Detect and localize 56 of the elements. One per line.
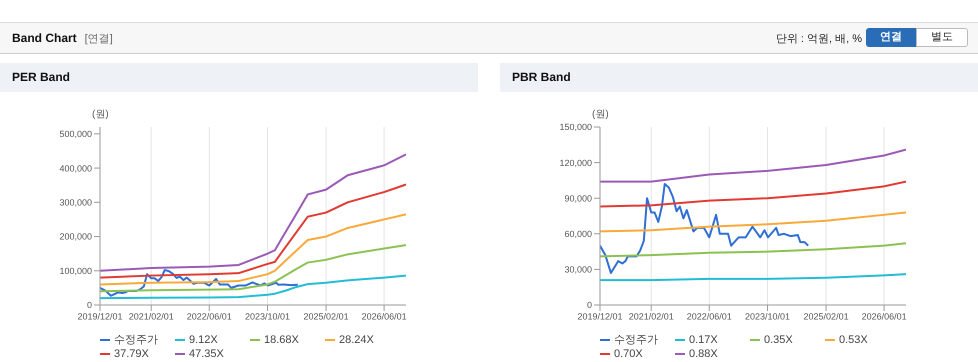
legend-label: 18.68X — [263, 333, 300, 347]
line-series — [600, 182, 810, 274]
text: [연결] — [84, 33, 113, 45]
line-series — [100, 244, 406, 292]
y-tick-label: 400,000 — [59, 163, 92, 174]
chart-title: PBR Band — [500, 63, 978, 92]
legend-label: 0.17X — [688, 333, 719, 347]
y-tick-label: 0 — [586, 300, 592, 310]
x-tick-label: 2023/10/01 — [245, 311, 290, 322]
text: 별도 — [916, 28, 968, 47]
line-series — [600, 148, 906, 183]
legend-label: 수정주가 — [113, 333, 159, 347]
x-tick-label: 2019/12/01 — [577, 311, 623, 322]
legend-label: 0.88X — [688, 347, 719, 361]
legend-label: 37.79X — [113, 347, 150, 361]
y-tick-label: 100,000 — [59, 266, 92, 276]
line-series — [100, 213, 406, 286]
y-tick-label: 0 — [86, 300, 92, 310]
y-tick-label: 500,000 — [59, 129, 92, 140]
line-series — [100, 269, 299, 297]
legend-label: 수정주가 — [613, 333, 659, 347]
y-tick-label: 60,000 — [564, 228, 592, 239]
y-tick-label: 300,000 — [59, 198, 92, 208]
x-tick-label: 2023/10/01 — [745, 311, 790, 322]
legend-label: 28.24X — [338, 333, 375, 347]
y-tick-label: 90,000 — [564, 193, 592, 204]
x-tick-label: 2025/02/01 — [304, 311, 349, 322]
x-tick-label: 2025/02/01 — [804, 311, 849, 322]
x-tick-label: 2019/12/01 — [77, 311, 123, 322]
y-tick-label: 120,000 — [559, 158, 592, 168]
legend-label: 0.70X — [613, 347, 644, 361]
line-series — [600, 211, 906, 232]
legend-label: 9.12X — [188, 333, 219, 347]
y-axis-title: (원) — [592, 108, 609, 121]
line-series — [600, 242, 906, 258]
line-series — [100, 153, 406, 272]
line-series — [100, 184, 406, 279]
x-tick-label: 2026/06/01 — [862, 311, 907, 322]
legend-label: 0.35X — [763, 333, 794, 347]
x-tick-label: 2022/06/01 — [686, 311, 732, 322]
line-series — [100, 274, 406, 300]
legend-label: 47.35X — [188, 347, 225, 361]
legend-label: 0.53X — [838, 333, 869, 347]
text: 연결 — [866, 28, 916, 47]
x-tick-label: 2021/02/01 — [128, 311, 174, 322]
y-tick-label: 200,000 — [59, 232, 92, 242]
x-tick-label: 2021/02/01 — [628, 311, 674, 322]
y-tick-label: 150,000 — [559, 122, 592, 132]
chart-title: PER Band — [0, 63, 478, 92]
x-tick-label: 2022/06/01 — [186, 311, 232, 322]
x-tick-label: 2026/06/01 — [362, 311, 407, 322]
text: Band Chart — [12, 31, 77, 45]
y-axis-title: (원) — [92, 108, 109, 121]
y-tick-label: 30,000 — [564, 264, 592, 275]
text: 단위 : 억원, 배, % — [776, 32, 862, 46]
line-series — [600, 180, 906, 208]
